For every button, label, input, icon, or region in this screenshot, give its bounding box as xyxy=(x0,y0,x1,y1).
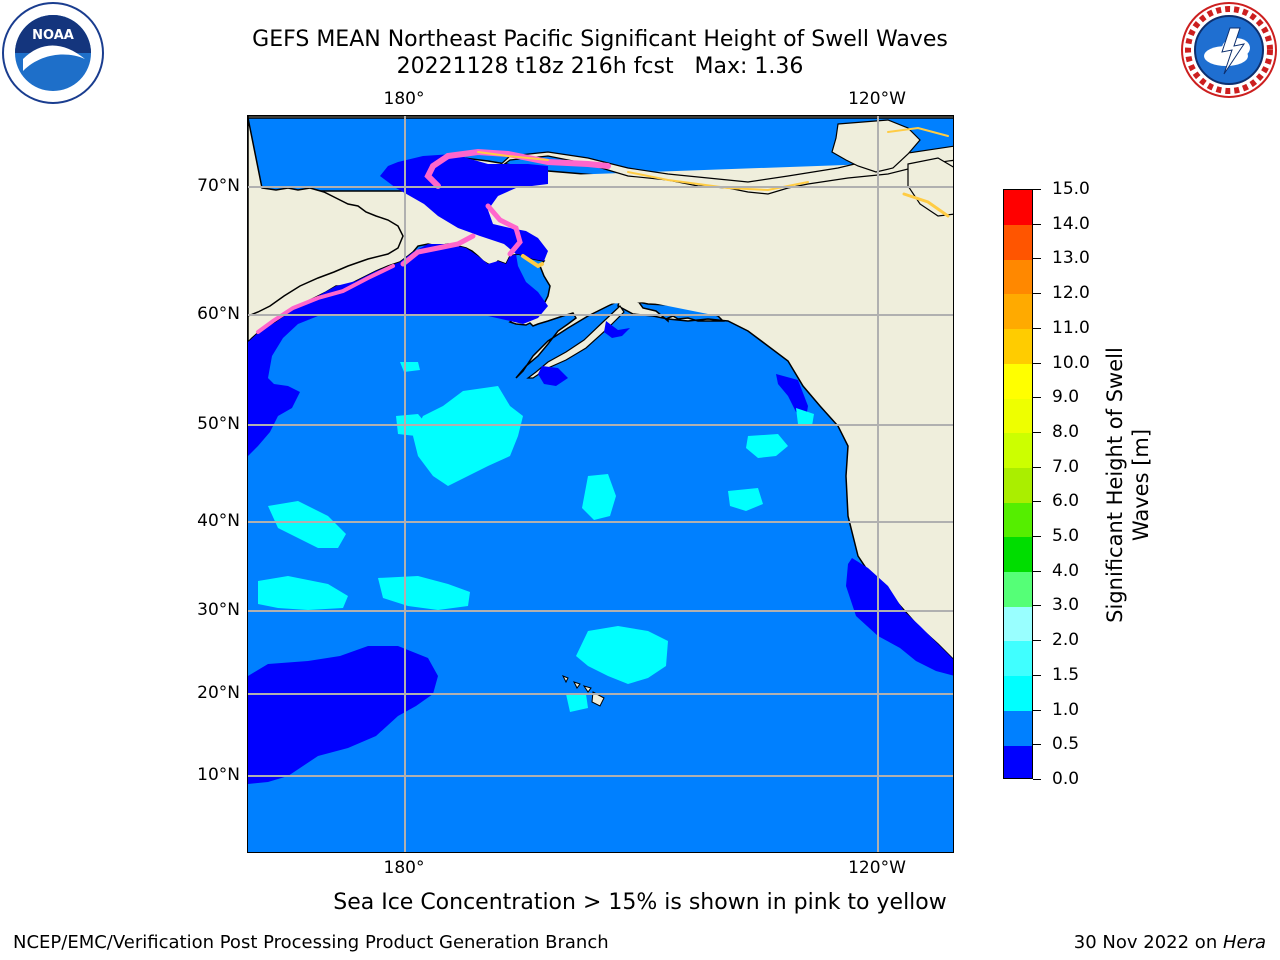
colorbar-tick-label: 15.0 xyxy=(1052,179,1090,199)
lat-label-70n: 70°N xyxy=(197,176,240,196)
sea-ice-note: Sea Ice Concentration > 15% is shown in … xyxy=(333,890,947,915)
colorbar-tick xyxy=(1033,397,1041,399)
land-alaska-peninsula xyxy=(526,305,625,379)
colorbar-tick-label: 10.0 xyxy=(1052,352,1090,373)
colorbar-segment xyxy=(1004,363,1032,399)
colorbar-tick xyxy=(1033,466,1041,468)
colorbar-tick xyxy=(1033,674,1041,676)
footer-date: 30 Nov 2022 on Hera xyxy=(1074,932,1266,953)
footer-branch: NCEP/EMC/Verification Post Processing Pr… xyxy=(13,932,609,953)
colorbar-tick xyxy=(1033,536,1041,538)
colorbar-tick-label: 0.5 xyxy=(1052,734,1080,755)
lat-label-10n: 10°N xyxy=(197,765,240,785)
colorbar-segment xyxy=(1004,259,1032,295)
map-panel xyxy=(247,115,954,853)
colorbar-tick xyxy=(1033,362,1041,364)
colorbar-tick xyxy=(1033,327,1041,329)
colorbar-segment xyxy=(1004,606,1032,642)
colorbar-segment xyxy=(1004,328,1032,364)
colorbar-title-line1: Significant Height of Swell xyxy=(1103,347,1127,623)
colorbar-tick-label: 1.5 xyxy=(1052,664,1080,685)
colorbar-tick-label: 1.0 xyxy=(1052,699,1080,720)
colorbar-tick xyxy=(1033,189,1041,190)
colorbar-segment xyxy=(1004,398,1032,434)
lat-label-30n: 30°N xyxy=(197,600,240,620)
graticule xyxy=(248,116,953,852)
colorbar-tick-label: 3.0 xyxy=(1052,595,1080,616)
colorbar-tick-label: 8.0 xyxy=(1052,421,1080,442)
colorbar-title: Significant Height of Swell Waves [m] xyxy=(1102,325,1154,645)
colorbar-segment xyxy=(1004,224,1032,260)
colorbar-tick xyxy=(1033,744,1041,746)
colorbar-tick-label: 14.0 xyxy=(1052,213,1090,234)
land-hawaii xyxy=(561,675,605,707)
colorbar-tick-label: 7.0 xyxy=(1052,456,1080,477)
swell-band-1.0-1.5 xyxy=(258,362,814,712)
colorbar-segment xyxy=(1004,467,1032,503)
noaa-logo: NOAA xyxy=(1,1,105,105)
land-siberia xyxy=(248,116,953,317)
colorbar-segment xyxy=(1004,537,1032,573)
land-alaska-interior xyxy=(538,161,953,316)
colorbar-tick-label: 6.0 xyxy=(1052,491,1080,512)
lat-label-20n: 20°N xyxy=(197,683,240,703)
lon-label-180-top: 180° xyxy=(383,89,425,109)
colorbar-segment xyxy=(1004,745,1032,778)
colorbar-tick xyxy=(1033,293,1041,295)
colorbar-tick xyxy=(1033,779,1041,780)
colorbar-tick-label: 11.0 xyxy=(1052,317,1090,338)
colorbar-tick xyxy=(1033,709,1041,711)
colorbar-segment xyxy=(1004,710,1032,746)
swell-band-0-0.5 xyxy=(248,154,953,784)
lon-label-180-bottom: 180° xyxy=(383,858,425,878)
colorbar-tick xyxy=(1033,570,1041,572)
colorbar-tick-label: 13.0 xyxy=(1052,248,1090,269)
lat-label-50n: 50°N xyxy=(197,414,240,434)
colorbar-tick xyxy=(1033,640,1041,642)
colorbar xyxy=(1003,189,1033,779)
colorbar-segment xyxy=(1004,502,1032,538)
colorbar-tick-label: 9.0 xyxy=(1052,387,1080,408)
colorbar-tick xyxy=(1033,605,1041,607)
lat-label-40n: 40°N xyxy=(197,511,240,531)
sea-ice-concentration xyxy=(256,126,950,334)
footer-date-text: 30 Nov 2022 on xyxy=(1073,932,1223,953)
colorbar-segment xyxy=(1004,432,1032,468)
colorbar-tick-label: 2.0 xyxy=(1052,630,1080,651)
colorbar-tick xyxy=(1033,223,1041,225)
chart-title: GEFS MEAN Northeast Pacific Significant … xyxy=(252,27,948,52)
swell-height-map xyxy=(248,116,953,852)
colorbar-segment xyxy=(1004,641,1032,677)
colorbar-tick-label: 12.0 xyxy=(1052,283,1090,304)
svg-text:NOAA: NOAA xyxy=(32,28,74,43)
colorbar-segment xyxy=(1004,675,1032,711)
colorbar-segment xyxy=(1004,571,1032,607)
colorbar-segment xyxy=(1004,190,1032,225)
colorbar-segment xyxy=(1004,294,1032,330)
lon-label-120w-top: 120°W xyxy=(848,89,906,109)
chart-subtitle: 20221128 t18z 216h fcst Max: 1.36 xyxy=(396,54,804,79)
colorbar-tick xyxy=(1033,501,1041,503)
colorbar-title-line2: Waves [m] xyxy=(1129,428,1153,542)
colorbar-tick-label: 0.0 xyxy=(1052,769,1080,789)
land-arctic-island-1 xyxy=(831,119,921,173)
colorbar-tick-label: 4.0 xyxy=(1052,560,1080,581)
colorbar-tick xyxy=(1033,258,1041,260)
footer-host: Hera xyxy=(1222,932,1266,953)
nws-logo xyxy=(1178,0,1280,100)
colorbar-tick xyxy=(1033,431,1041,433)
colorbar-tick-label: 5.0 xyxy=(1052,526,1080,547)
lon-label-120w-bottom: 120°W xyxy=(848,858,906,878)
lat-label-60n: 60°N xyxy=(197,304,240,324)
